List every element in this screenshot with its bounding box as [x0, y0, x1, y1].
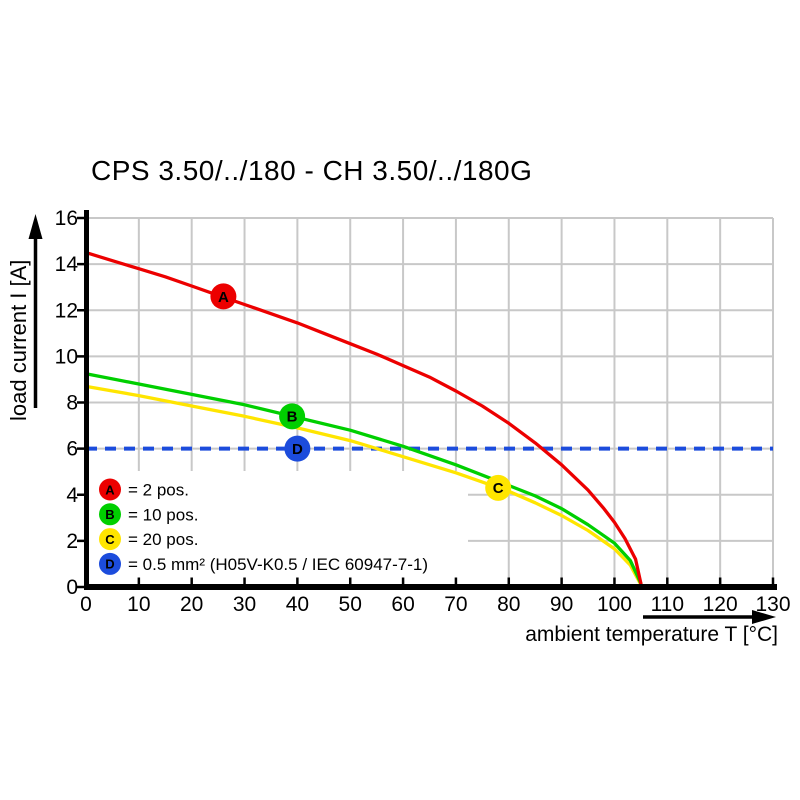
x-axis-tick-label: 50	[339, 593, 362, 616]
y-axis-tick-label: 2	[66, 530, 78, 553]
x-axis-tick-label: 90	[550, 593, 573, 616]
curve-marker-B	[279, 403, 306, 430]
legend-background-layer	[86, 471, 468, 581]
x-axis-tick-label: 0	[80, 593, 92, 616]
curve-marker-D	[284, 435, 311, 462]
y-axis-tick-label: 16	[55, 207, 78, 230]
y-axis-tick-label: 10	[55, 345, 78, 368]
y-axis-label: load current I [A]	[6, 260, 31, 421]
y-axis-tick-label: 8	[66, 392, 78, 415]
series-layer	[84, 250, 643, 587]
series-curve-C	[84, 384, 643, 587]
y-axis-tick-label: 4	[66, 484, 78, 507]
x-axis-tick-label: 80	[497, 593, 520, 616]
legend-swatch-letter-B: B	[105, 507, 114, 522]
series-curve-B	[84, 372, 643, 586]
legend-swatch-B	[99, 503, 121, 526]
legend-swatch-A	[99, 478, 121, 501]
x-axis-tick-label: 110	[651, 593, 684, 616]
x-axis-tick-label: 60	[391, 593, 414, 616]
legend-background	[86, 471, 468, 581]
curve-marker-A	[210, 283, 237, 310]
legend-item-label-C: = 20 pos.	[128, 530, 198, 549]
legend-item-label-D: = 0.5 mm² (H05V-K0.5 / IEC 60947-7-1)	[128, 555, 428, 574]
legend-swatch-letter-D: D	[105, 557, 114, 572]
legend-swatch-letter-C: C	[105, 532, 115, 547]
curve-marker-C	[485, 474, 512, 501]
curve-marker-layer: A B C D	[210, 283, 512, 501]
x-axis-tick-label: 20	[180, 593, 203, 616]
x-axis-tick-label: 70	[444, 593, 467, 616]
y-axis-tick-label: 12	[55, 299, 78, 322]
y-axis-tick-label: 6	[66, 438, 78, 461]
curve-marker-letter-D: D	[292, 441, 303, 458]
curve-marker-letter-A: A	[218, 289, 229, 306]
curve-marker-letter-C: C	[493, 480, 504, 497]
x-axis-tick-label: 120	[703, 593, 738, 616]
series-curve-A	[84, 250, 643, 586]
x-axis-tick-label: 130	[755, 593, 790, 616]
legend-swatch-letter-A: A	[105, 482, 115, 497]
axis-layer: 0 10 20 30 40 50 60 70 80 90 100 110 120 130 0 2 4 6 8 10 12…	[55, 207, 791, 616]
x-axis-tick-label: 10	[127, 593, 150, 616]
curve-marker-letter-B: B	[287, 409, 298, 426]
x-axis-arrow-icon	[643, 610, 776, 624]
legend-swatch-D	[99, 552, 121, 575]
legend-item-label-B: = 10 pos.	[128, 505, 198, 524]
x-axis-tick-label: 100	[597, 593, 632, 616]
x-axis-label: ambient temperature T [°C]	[525, 623, 778, 646]
y-axis-arrow-icon	[28, 214, 43, 408]
legend-swatch-C	[99, 528, 121, 551]
x-axis-tick-label: 40	[286, 593, 309, 616]
y-axis-tick-label: 14	[55, 253, 79, 276]
x-axis-tick-label: 30	[233, 593, 256, 616]
legend-layer: A = 2 pos. B = 10 pos. C = 20 pos. D = 0.5 mm² …	[99, 478, 428, 575]
y-axis-tick-label: 0	[66, 576, 78, 599]
chart-title: CPS 3.50/../180 - CH 3.50/../180G	[91, 155, 533, 186]
legend-item-label-A: = 2 pos.	[128, 481, 189, 500]
